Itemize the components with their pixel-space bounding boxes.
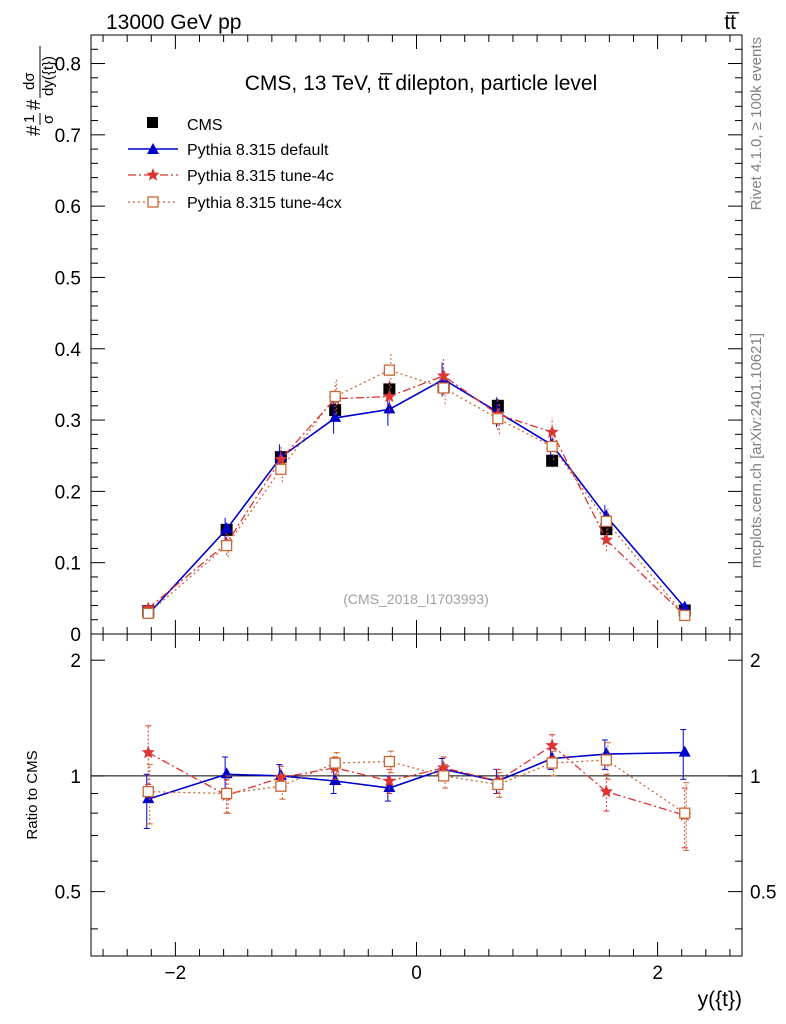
legend-label-tune4cx: Pythia 8.315 tune-4cx	[187, 195, 342, 212]
ratio-point-2	[275, 780, 287, 792]
ratio-point-2	[437, 770, 450, 782]
ratio-y-tick-label-right: 2	[750, 651, 761, 672]
series-point-2	[679, 609, 691, 622]
series-point-2	[142, 607, 154, 619]
ratio-plot-marks	[91, 725, 742, 851]
main-plot-marks	[141, 352, 692, 622]
series-point-2	[546, 440, 558, 453]
y-tick-label: 0.6	[55, 197, 81, 218]
ratio-point-2	[383, 755, 396, 768]
ratio-point-0	[220, 767, 233, 779]
y-tick-label: 0.5	[55, 268, 81, 289]
series-point-1	[545, 425, 559, 438]
series-line-0	[147, 378, 686, 615]
ratio-point-2	[492, 778, 504, 791]
ratio-point-2	[600, 754, 613, 766]
series-point-2	[220, 539, 233, 552]
series-point-0	[678, 600, 691, 612]
ylabel-hash-a: #	[24, 125, 45, 136]
ratio-series-line-2	[148, 759, 686, 814]
x-tick-label: 0	[411, 963, 422, 984]
rivet-label: Rivet 4.1.0, ≥ 100k events	[748, 37, 765, 210]
ylabel-dy: dy({t})	[40, 56, 57, 96]
chart-title: CMS, 13 TeV, tt̅ dilepton, particle leve…	[245, 72, 598, 95]
y-tick-label: 0.8	[55, 55, 81, 76]
series-point-1	[274, 452, 288, 465]
y-tick-label: 0.4	[55, 340, 82, 361]
y-tick-label: 0.2	[55, 482, 81, 503]
ratio-y-tick-label-left: 2	[70, 651, 81, 672]
ratio-y-tick-label-left: 1	[70, 767, 81, 788]
series-point-1	[599, 532, 614, 546]
ratio-y-tick-label-left: 0.5	[55, 883, 81, 904]
legend-marker-tune4cx	[147, 196, 159, 208]
ratio-panel-frame	[90, 633, 743, 957]
ratio-point-0	[142, 792, 155, 804]
mcplots-label: mcplots.cern.ch [arXiv:2401.10621]	[748, 333, 765, 568]
x-tick-label: 2	[652, 963, 663, 984]
analysis-tag: (CMS_2018_I1703993)	[343, 591, 489, 607]
main-axis-ticks: 0 0.1 0.2 0.3 0.4 0.5 0.6 0.7 0.8	[55, 34, 742, 646]
y-tick-label: 0	[70, 625, 81, 646]
ratio-point-2	[142, 786, 154, 798]
ylabel-dsigma: dσ	[21, 72, 38, 90]
series-point-1	[141, 601, 155, 614]
ratio-y-tick-label-right: 1	[750, 767, 761, 788]
y-tick-label: 0.3	[55, 411, 81, 432]
ratio-point-2	[329, 757, 341, 769]
series-line-1	[147, 375, 686, 616]
series-point-2	[492, 412, 504, 425]
legend-marker-default	[147, 143, 159, 154]
series-point-2	[383, 364, 396, 376]
series-point-2	[275, 463, 287, 475]
series-point-2	[329, 390, 341, 403]
series-point-0	[220, 522, 233, 534]
ylabel-hash-b: #	[24, 99, 45, 110]
ratio-y-tick-label-right: 0.5	[750, 883, 776, 904]
energy-label: 13000 GeV pp	[106, 11, 241, 34]
legend-marker-cms	[147, 117, 158, 128]
ratio-point-1	[545, 738, 559, 752]
series-point-1	[436, 368, 451, 382]
process-label: tt̅	[724, 11, 740, 34]
ratio-point-2	[679, 807, 691, 819]
ratio-series-line-1	[147, 744, 685, 816]
cms-data-point	[546, 454, 559, 467]
series-point-2	[437, 382, 450, 394]
series-point-0	[383, 402, 396, 414]
ratio-point-2	[220, 787, 233, 800]
ratio-point-0	[678, 745, 691, 757]
ratio-point-0	[383, 781, 396, 793]
x-tick-label: −2	[165, 963, 187, 984]
ratio-point-1	[382, 774, 397, 787]
x-axis-label: y({t})	[698, 988, 742, 1011]
y-tick-label: 0.1	[55, 554, 81, 575]
ratio-axis-ticks: −2 0 2 0.5 0.5 1 1 2 2	[55, 634, 776, 984]
legend-label-default: Pythia 8.315 default	[187, 142, 329, 159]
y-tick-label: 0.7	[55, 126, 81, 147]
main-y-axis-label: # 1 σ # dσ dy({t})	[21, 46, 57, 136]
ratio-point-1	[274, 770, 288, 784]
series-point-1	[382, 389, 397, 403]
legend: CMS Pythia 8.315 default Pythia 8.315 tu…	[128, 117, 342, 212]
series-point-0	[329, 410, 342, 422]
ratio-point-1	[141, 745, 155, 759]
ratio-y-axis-label: Ratio to CMS	[24, 750, 41, 839]
ratio-series-line-0	[148, 751, 685, 800]
ylabel-one: 1	[21, 115, 38, 123]
series-line-2	[147, 369, 686, 616]
legend-label-cms: CMS	[187, 117, 223, 134]
ratio-point-1	[599, 784, 614, 798]
series-point-2	[600, 515, 613, 527]
ratio-point-1	[436, 760, 451, 774]
legend-marker-tune4c	[146, 168, 160, 181]
legend-label-tune4c: Pythia 8.315 tune-4c	[187, 168, 334, 185]
ratio-point-2	[546, 757, 558, 769]
ylabel-sigma: σ	[40, 114, 57, 124]
